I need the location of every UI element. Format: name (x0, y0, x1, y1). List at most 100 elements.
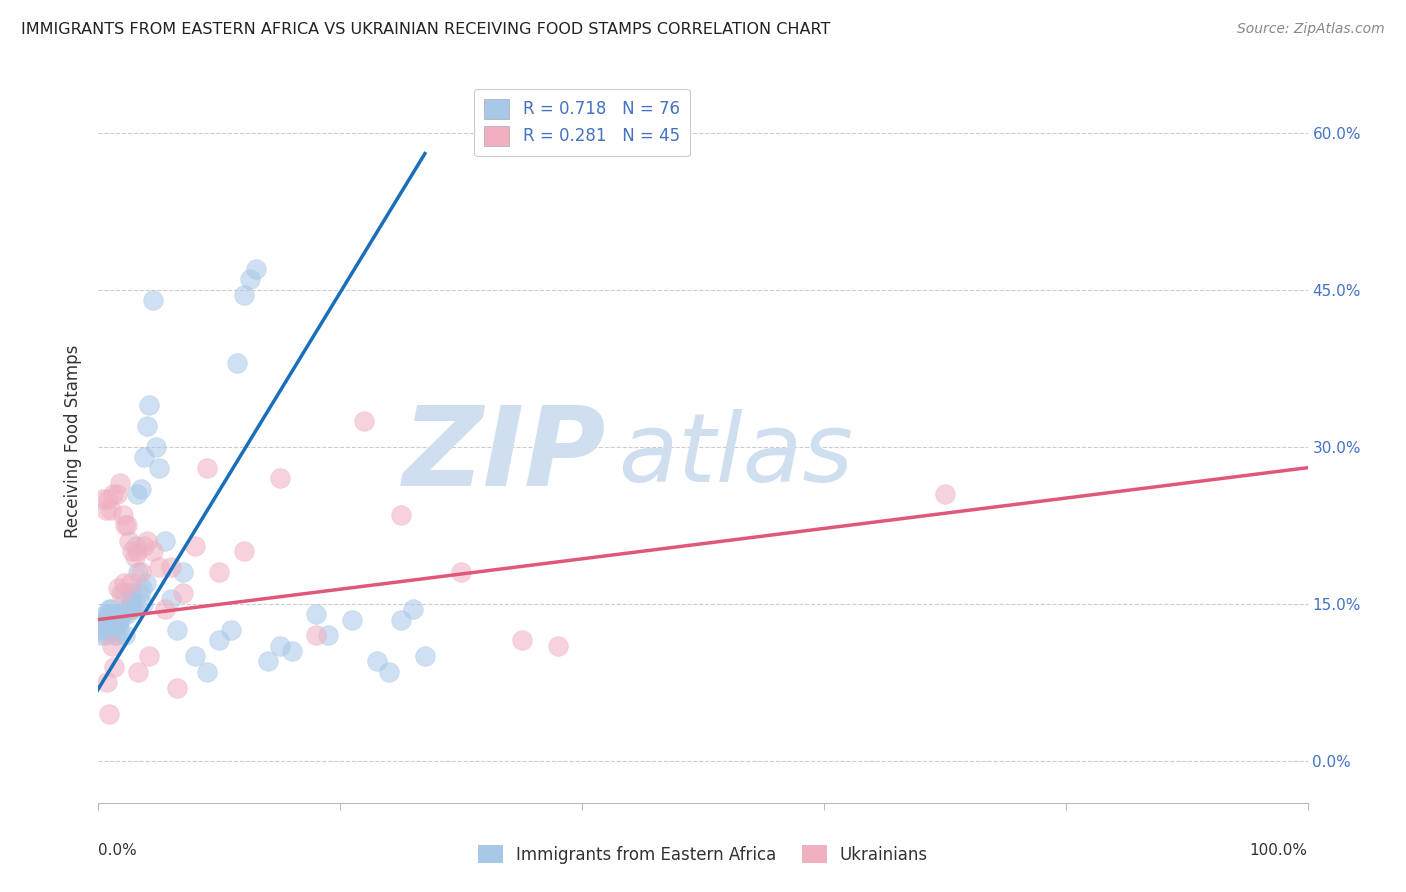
Point (100, 502, 122, 516)
Point (510, 633, 533, 648)
Point (135, 418, 157, 433)
Point (389, 508, 412, 522)
Point (184, 539, 207, 553)
Point (127, 566, 149, 580)
Point (129, 566, 152, 580)
Point (239, 272, 262, 286)
Point (94, 502, 117, 516)
Point (117, 607, 139, 622)
Point (108, 613, 131, 627)
Point (94, 607, 117, 622)
Point (101, 623, 124, 637)
Point (111, 508, 134, 522)
Point (90, 628, 112, 642)
Point (256, 655, 278, 669)
Point (208, 633, 231, 648)
Point (91, 617, 114, 632)
Point (115, 602, 138, 616)
Text: Source: ZipAtlas.com: Source: ZipAtlas.com (1237, 22, 1385, 37)
Point (124, 549, 146, 564)
Point (184, 649, 207, 664)
Point (105, 487, 128, 501)
Point (377, 665, 399, 679)
Point (145, 440, 167, 454)
Point (135, 575, 157, 590)
Point (105, 628, 128, 642)
Point (94, 617, 117, 632)
Point (93, 617, 115, 632)
Point (232, 288, 254, 302)
Point (112, 586, 135, 600)
Point (134, 450, 156, 465)
Point (108, 623, 131, 637)
Point (269, 639, 291, 653)
Point (120, 597, 142, 611)
Point (138, 649, 160, 664)
Point (103, 659, 125, 673)
Text: IMMIGRANTS FROM EASTERN AFRICA VS UKRAINIAN RECEIVING FOOD STAMPS CORRELATION CH: IMMIGRANTS FROM EASTERN AFRICA VS UKRAIN… (21, 22, 831, 37)
Text: atlas: atlas (619, 409, 853, 502)
Point (281, 644, 304, 658)
Point (98, 602, 121, 616)
Point (100, 607, 122, 622)
Point (103, 607, 125, 622)
Point (132, 597, 155, 611)
Text: 0.0%: 0.0% (98, 843, 138, 857)
Point (172, 586, 194, 600)
Point (135, 534, 157, 549)
Point (232, 544, 254, 558)
Point (91, 492, 114, 507)
Text: 100.0%: 100.0% (1250, 843, 1308, 857)
Point (127, 544, 149, 558)
Point (107, 617, 129, 632)
Point (96, 628, 118, 642)
Point (96, 613, 118, 627)
Point (125, 539, 148, 553)
Point (117, 518, 139, 533)
Legend: R = 0.718   N = 76, R = 0.281   N = 45: R = 0.718 N = 76, R = 0.281 N = 45 (474, 88, 690, 156)
Point (166, 681, 188, 695)
Point (160, 591, 183, 606)
Point (104, 628, 127, 642)
Point (195, 665, 218, 679)
Point (153, 602, 176, 616)
Point (96, 675, 118, 690)
Y-axis label: Receiving Food Stamps: Receiving Food Stamps (65, 345, 83, 538)
Point (129, 482, 152, 496)
Point (97, 617, 120, 632)
Point (91, 623, 114, 637)
Point (120, 575, 142, 590)
Point (148, 460, 170, 475)
Point (934, 487, 956, 501)
Point (127, 665, 149, 679)
Point (138, 398, 160, 412)
Point (122, 602, 145, 616)
Point (112, 575, 135, 590)
Point (111, 607, 134, 622)
Point (148, 560, 170, 574)
Point (91, 613, 114, 627)
Point (118, 586, 141, 600)
Point (101, 613, 124, 627)
Text: ZIP: ZIP (402, 402, 606, 509)
Point (121, 544, 143, 558)
Point (93, 623, 115, 637)
Point (366, 655, 388, 669)
Point (172, 566, 194, 580)
Point (107, 581, 129, 595)
Point (402, 602, 425, 616)
Point (547, 639, 569, 653)
Point (142, 544, 165, 558)
Point (269, 471, 291, 485)
Point (226, 356, 249, 370)
Point (316, 628, 339, 642)
Point (153, 534, 176, 549)
Point (353, 414, 375, 428)
Point (142, 293, 165, 308)
Point (98, 706, 121, 721)
Point (342, 613, 364, 627)
Point (134, 539, 156, 553)
Point (208, 566, 231, 580)
Point (128, 586, 150, 600)
Point (100, 639, 122, 653)
